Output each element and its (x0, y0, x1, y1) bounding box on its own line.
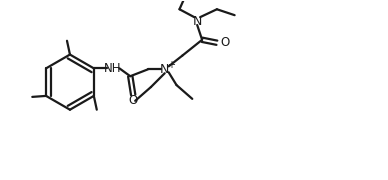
Text: N: N (192, 15, 202, 28)
Text: O: O (220, 36, 229, 49)
Text: +: + (166, 60, 175, 70)
Text: NH: NH (104, 62, 121, 75)
Text: O: O (128, 94, 138, 107)
Text: N: N (160, 63, 170, 76)
